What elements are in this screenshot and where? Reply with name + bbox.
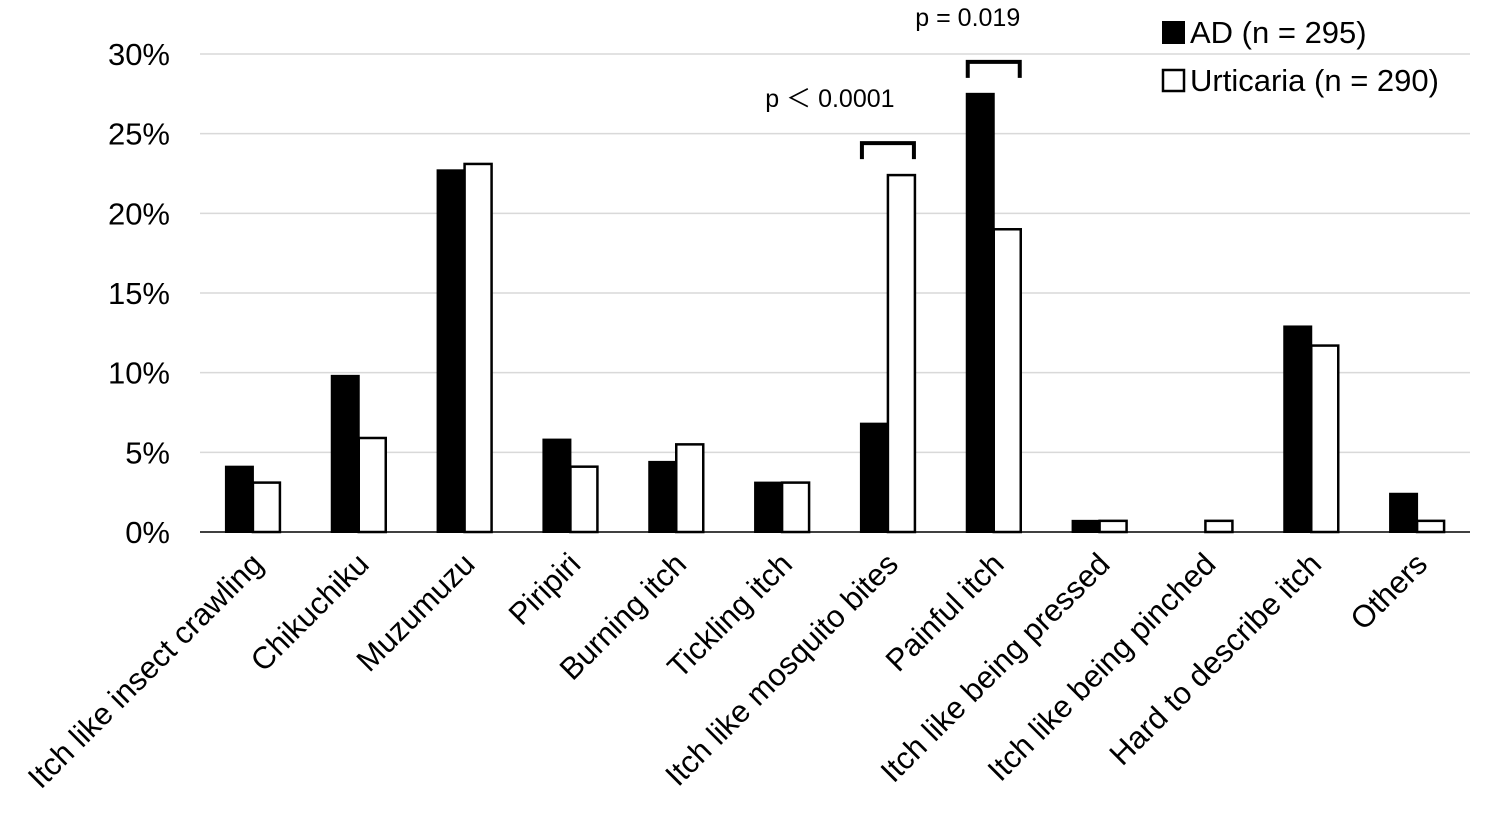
legend-swatch (1161, 68, 1186, 93)
bar-ad (224, 465, 254, 534)
bar-urticaria (1415, 519, 1446, 534)
bar-ad (859, 422, 889, 533)
bar-ad (1071, 519, 1101, 534)
legend-label: AD (n = 295) (1190, 15, 1367, 50)
x-tick-label: Others (1344, 546, 1435, 637)
p-value-label: p = 0.019 (915, 4, 1020, 32)
x-axis-ticks: Itch like insect crawlingChikuchikuMuzum… (21, 546, 1434, 795)
significance-bracket (965, 59, 1022, 78)
legend: AD (n = 295) Urticaria (n = 290) (1161, 15, 1439, 98)
x-tick-label: Itch like insect crawling (21, 546, 270, 795)
y-tick-label: 5% (125, 435, 170, 470)
bar-urticaria (463, 162, 493, 534)
p-value-label: p ＜ 0.0001 (765, 85, 894, 113)
significance-annotations: p ＜ 0.0001 p = 0.019 (765, 4, 1022, 160)
bar-ad (330, 374, 360, 533)
bar-urticaria (992, 228, 1022, 534)
bar-ad (965, 92, 995, 533)
y-tick-label: 25% (108, 117, 170, 152)
bar-urticaria (251, 481, 282, 534)
y-tick-label: 15% (108, 276, 170, 311)
y-tick-label: 0% (125, 515, 170, 550)
bar-ad (1283, 325, 1313, 533)
bar-ad (648, 460, 678, 534)
x-tick-label: Piripiri (502, 546, 588, 632)
bar-urticaria (1310, 344, 1340, 534)
bar-urticaria (357, 436, 387, 534)
bar-urticaria (780, 481, 811, 534)
bar-urticaria (1204, 519, 1234, 534)
bar-urticaria (675, 443, 705, 534)
y-tick-label: 30% (108, 37, 170, 72)
bars (224, 92, 1446, 534)
bar-ad (754, 481, 784, 533)
x-tick-label: Hard to describe itch (1102, 546, 1328, 772)
y-tick-label: 10% (108, 356, 170, 391)
bar-ad (1389, 492, 1419, 534)
bar-urticaria (569, 465, 599, 534)
legend-label: Urticaria (n = 290) (1190, 63, 1439, 98)
y-axis-ticks: 0% 5% 10% 15% 20% 25% 30% (108, 37, 170, 550)
y-tick-label: 20% (108, 196, 170, 231)
gridlines (200, 53, 1470, 454)
bar-urticaria (886, 173, 917, 534)
bar-urticaria (1098, 519, 1128, 534)
bar-ad (542, 438, 572, 533)
significance-bracket (859, 141, 916, 160)
bar-ad (436, 169, 466, 534)
legend-swatch (1162, 21, 1185, 44)
